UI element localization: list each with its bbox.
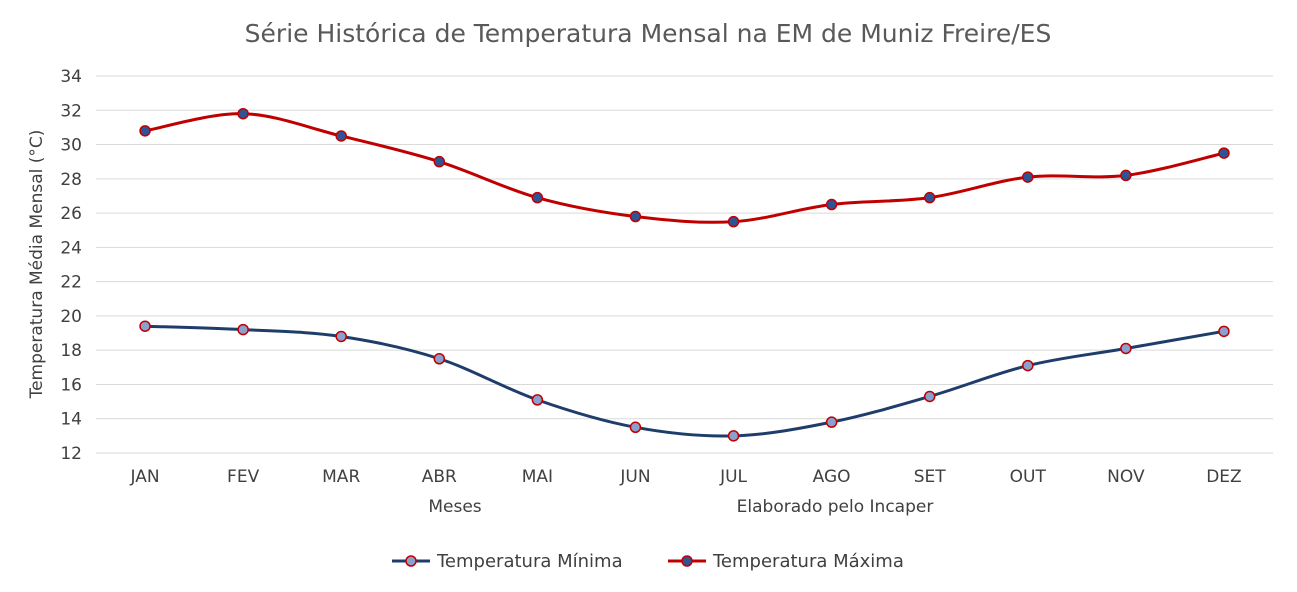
data-point-max (335, 130, 347, 142)
x-tick-label: ABR (422, 467, 457, 487)
data-point-max (923, 191, 936, 204)
x-tick-label: OUT (1010, 467, 1047, 487)
y-tick-label: 32 (60, 101, 82, 121)
x-tick-label: AGO (813, 467, 851, 487)
y-tick-label: 24 (60, 238, 82, 258)
y-tick-label: 30 (60, 136, 82, 156)
data-point-min (335, 330, 347, 343)
x-tick-label: DEZ (1206, 467, 1241, 487)
legend-marker-min (405, 555, 417, 567)
legend-marker-max (681, 555, 693, 567)
y-tick-label: 18 (60, 341, 82, 361)
legend-label-min: Temperatura Mínima (436, 551, 623, 572)
y-tick-label: 22 (60, 273, 82, 293)
series-min (139, 320, 1230, 442)
data-point-min (923, 390, 936, 403)
y-tick-label: 16 (60, 375, 82, 395)
data-point-max (531, 191, 544, 204)
y-tick-label: 28 (60, 170, 82, 190)
legend-item-min: Temperatura Mínima (392, 551, 623, 572)
data-point-min (531, 394, 544, 406)
x-tick-label: MAR (322, 467, 360, 487)
legend-label-max: Temperatura Máxima (712, 551, 904, 572)
x-axis-label: Meses (428, 497, 481, 517)
y-tick-labels: 12 14 16 18 20 22 24 26 28 30 32 34 (60, 67, 82, 464)
y-tick-label: 20 (60, 307, 82, 327)
series-line-max (144, 112, 1225, 224)
data-point-max (1022, 171, 1034, 183)
x-tick-label: JUN (619, 467, 650, 487)
data-point-min (1120, 342, 1132, 355)
data-point-min (727, 430, 740, 442)
x-tick-label: SET (914, 467, 947, 487)
x-tick-label: FEV (227, 467, 260, 487)
data-point-min (1218, 325, 1230, 338)
data-point-max (1218, 147, 1230, 159)
data-point-max (629, 210, 642, 223)
data-point-min (1022, 359, 1034, 372)
series-line-min (144, 324, 1225, 438)
data-point-max (1120, 169, 1132, 182)
source-annotation: Elaborado pelo Incaper (737, 497, 934, 517)
data-point-max (433, 155, 446, 168)
x-tick-label: MAI (522, 467, 553, 487)
x-tick-label: JAN (130, 467, 160, 487)
chart-title: Série Histórica de Temperatura Mensal na… (245, 19, 1052, 48)
data-point-max (727, 215, 740, 228)
series-max (139, 107, 1230, 228)
gridlines (96, 75, 1273, 454)
data-point-min (237, 323, 249, 336)
x-tick-label: JUL (719, 467, 747, 487)
y-tick-label: 12 (60, 444, 82, 464)
data-point-min (629, 421, 642, 434)
y-tick-label: 26 (60, 204, 82, 224)
data-point-min (139, 320, 151, 332)
x-tick-labels: JAN FEV MAR ABR MAI JUN JUL AGO SET OUT NOV DEZ (130, 467, 1242, 487)
series-layer (139, 107, 1230, 442)
legend-item-max: Temperatura Máxima (668, 551, 904, 572)
data-point-min (433, 353, 446, 365)
y-tick-label: 14 (60, 410, 82, 430)
y-axis-label: Temperatura Média Mensal (°C) (27, 130, 47, 400)
data-point-max (825, 198, 838, 211)
x-tick-label: NOV (1107, 467, 1145, 487)
data-point-max (139, 125, 151, 137)
data-point-max (237, 107, 249, 120)
legend: Temperatura Mínima Temperatura Máxima (392, 551, 904, 572)
y-tick-label: 34 (60, 67, 82, 87)
data-point-min (825, 416, 838, 428)
